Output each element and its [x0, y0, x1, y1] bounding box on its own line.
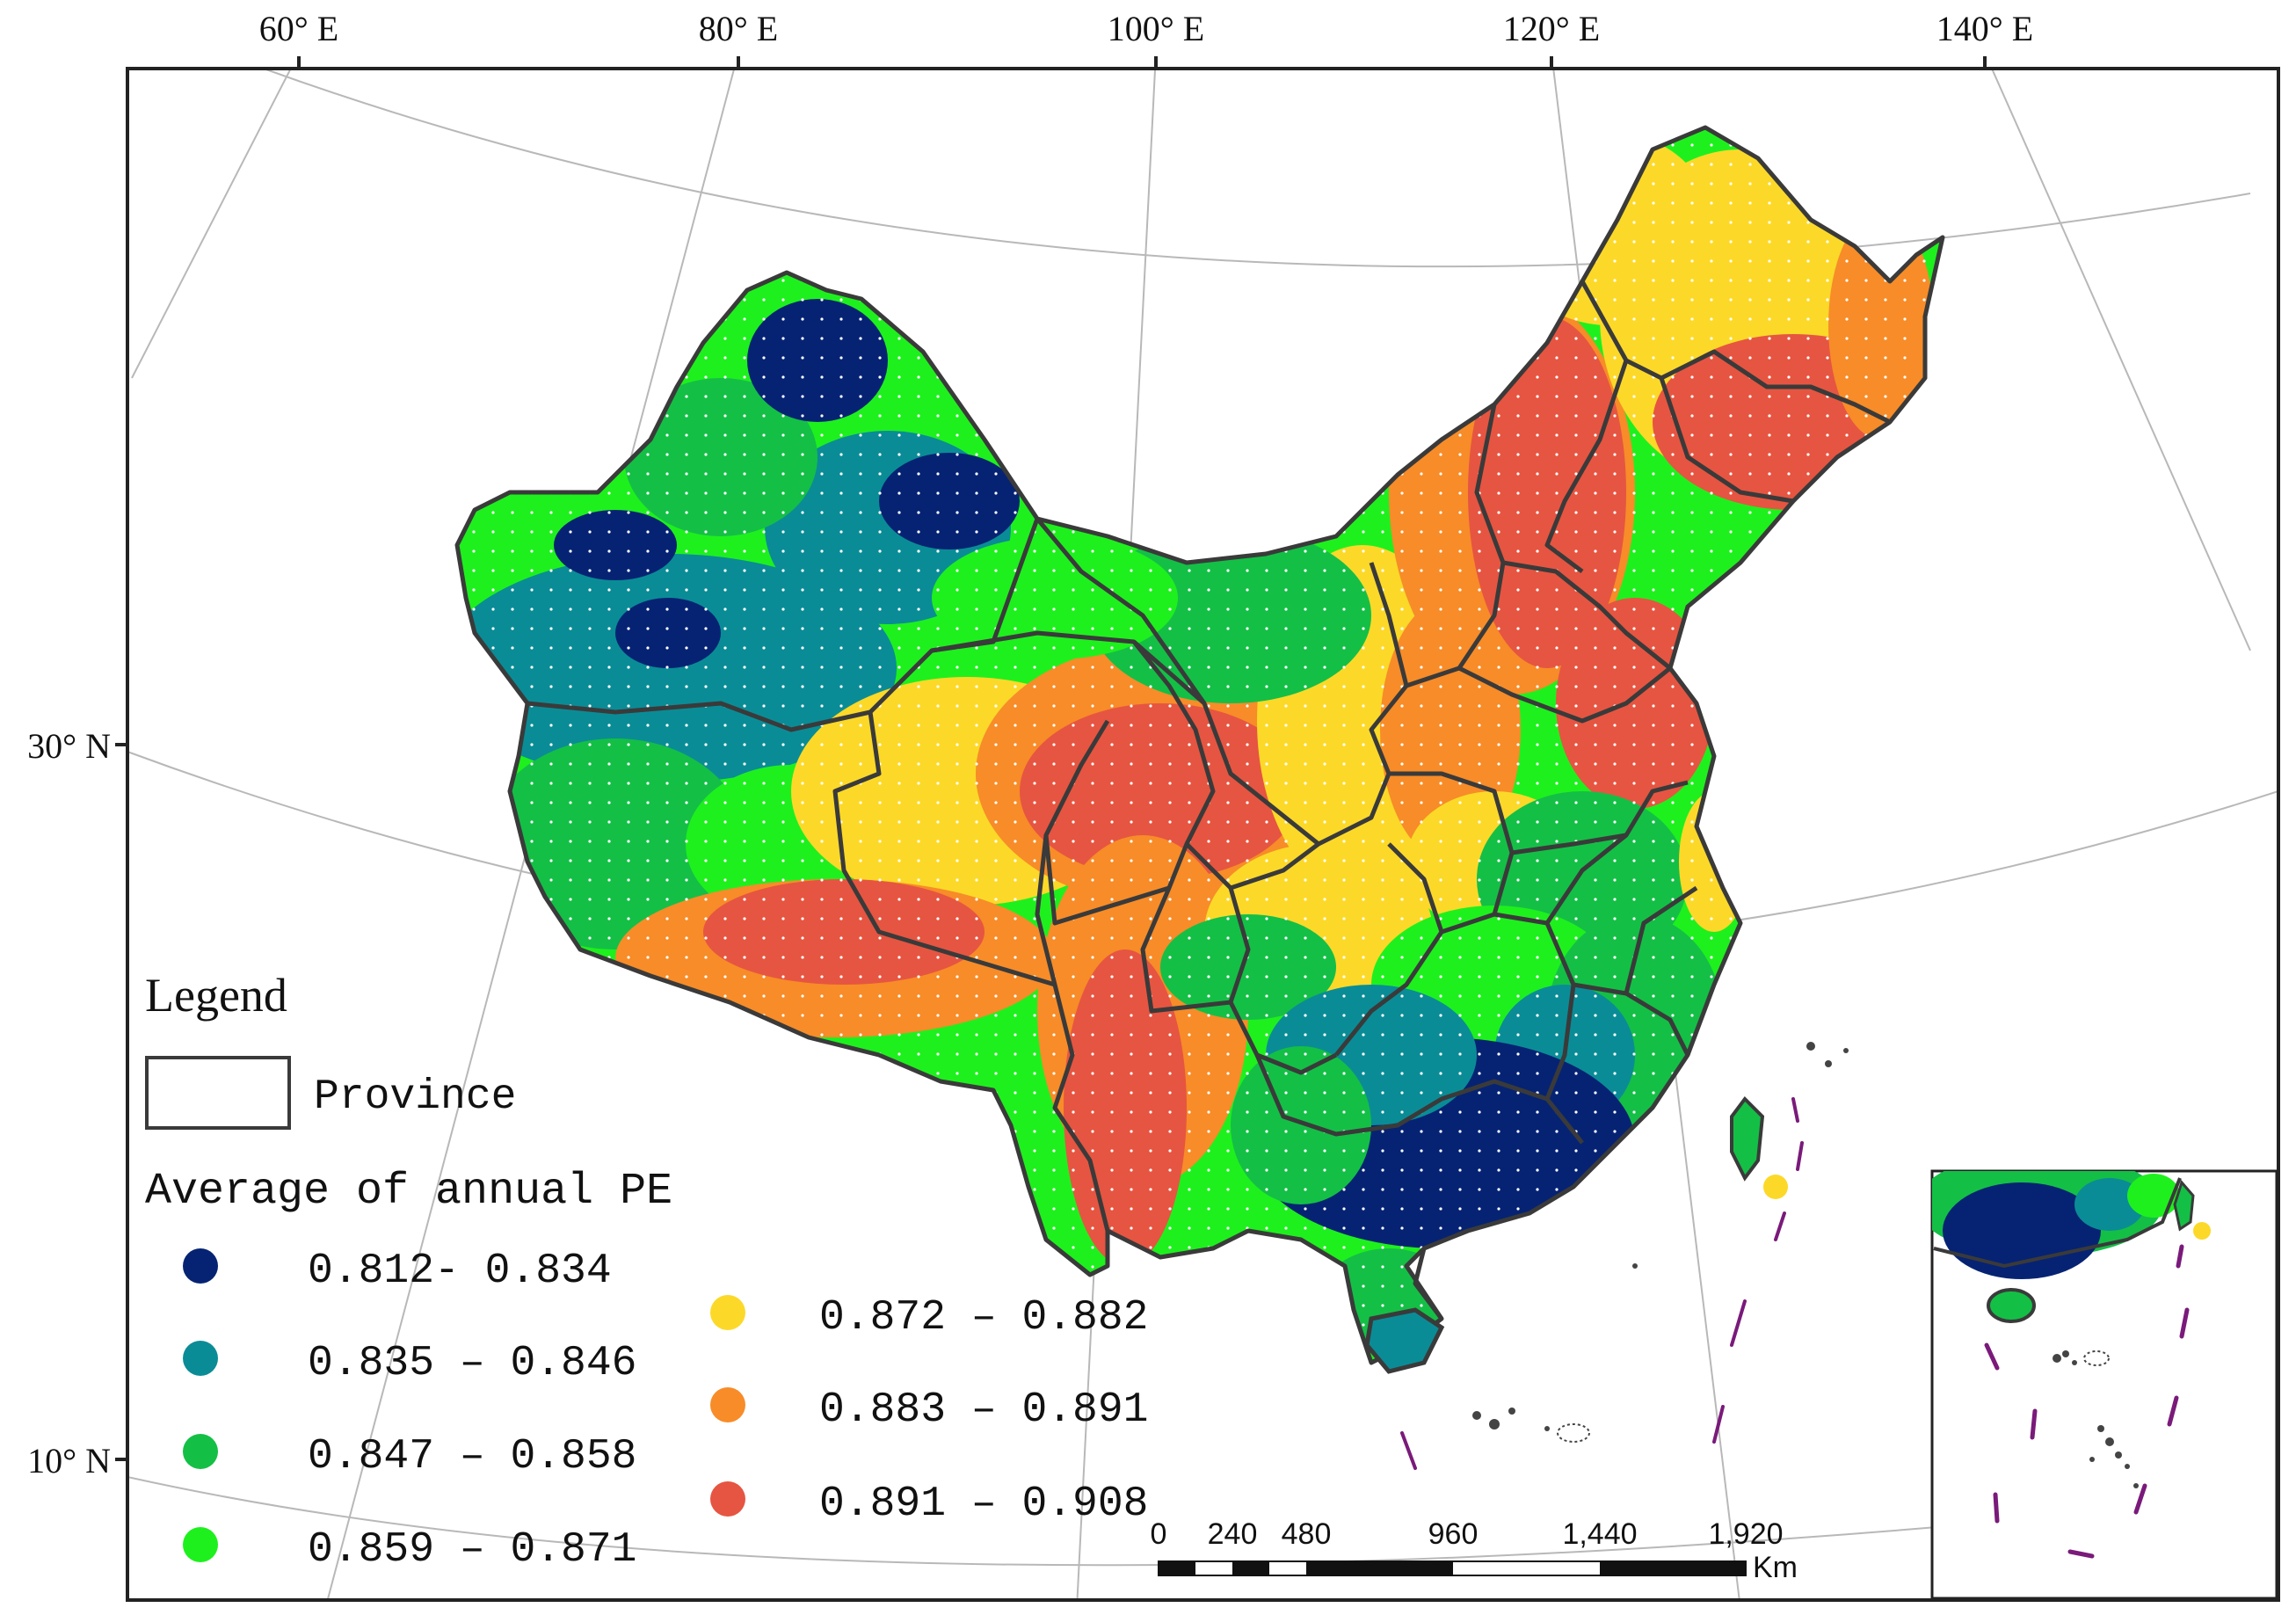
- lat-label-10: 10° N: [27, 1441, 111, 1480]
- scale-tick-0: 0: [1151, 1517, 1167, 1551]
- legend-label-6: 0.883 – 0.891: [819, 1386, 1148, 1434]
- inset-map: [1930, 1169, 2278, 1600]
- scale-tick-1920: 1,920: [1708, 1517, 1783, 1551]
- legend-swatch-3: [183, 1434, 218, 1469]
- scale-tick-960: 960: [1428, 1517, 1479, 1551]
- lat-label-30: 30° N: [27, 726, 111, 766]
- pe-legend-title: Average of annual PE: [145, 1167, 672, 1217]
- legend-swatch-6: [710, 1387, 745, 1422]
- province-label: Province: [314, 1073, 516, 1121]
- lon-label-120: 120° E: [1503, 9, 1600, 48]
- legend-swatch-5: [710, 1295, 745, 1330]
- scale-tick-240: 240: [1208, 1517, 1258, 1551]
- map-frame: [126, 67, 2280, 1602]
- south-china-sea: [1400, 1042, 1849, 1470]
- legend-swatch-4: [183, 1527, 218, 1562]
- legend-label-3: 0.847 – 0.858: [308, 1433, 636, 1480]
- legend-label-7: 0.891 – 0.908: [819, 1480, 1148, 1528]
- legend-swatch-2: [183, 1341, 218, 1376]
- legend-label-4: 0.859 – 0.871: [308, 1526, 636, 1574]
- legend-swatch-7: [710, 1481, 745, 1517]
- lon-label-80: 80° E: [699, 9, 778, 48]
- legend-label-2: 0.835 – 0.846: [308, 1340, 636, 1387]
- legend-swatch-1: [183, 1248, 218, 1284]
- legend-title: Legend: [145, 969, 287, 1022]
- legend-label-1: 0.812- 0.834: [308, 1248, 612, 1295]
- province-swatch: [145, 1056, 291, 1130]
- lon-label-140: 140° E: [1936, 9, 2033, 48]
- legend: Legend Province Average of annual PE 0.8…: [145, 969, 1148, 1574]
- lon-label-100: 100° E: [1108, 9, 1204, 48]
- scale-tick-1440: 1,440: [1562, 1517, 1637, 1551]
- scale-tick-480: 480: [1282, 1517, 1332, 1551]
- legend-label-5: 0.872 – 0.882: [819, 1294, 1148, 1342]
- lon-label-60: 60° E: [259, 9, 338, 48]
- scale-unit: Km: [1753, 1551, 1798, 1584]
- scale-bar: 0 240 480 960 1,440 1,920 Km: [1151, 1517, 1798, 1584]
